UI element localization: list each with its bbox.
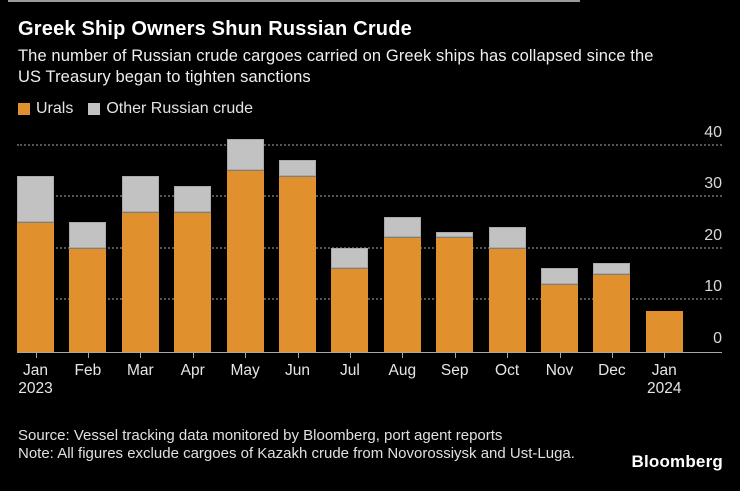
window-edge-artifact (8, 0, 580, 2)
bar-segment-other-russian-crude (226, 139, 264, 172)
x-axis-tick (297, 352, 299, 358)
legend-label: Urals (36, 100, 74, 117)
bar-segment-urals (488, 248, 526, 352)
x-axis-tick (559, 352, 561, 358)
chart-title: Greek Ship Owners Shun Russian Crude (18, 18, 412, 40)
legend-item: Urals (18, 100, 73, 118)
legend-label: Other Russian crude (106, 100, 254, 117)
bar-segment-other-russian-crude (121, 175, 159, 213)
x-axis-label: Jan 2023 (18, 362, 53, 397)
plot-area: 0 10 20 30 40 Jan 2023 Feb Mar Apr May Jun Jul Aug Sep… (17, 124, 722, 397)
bloomberg-logo: Bloomberg (631, 452, 723, 471)
bar-segment-urals (279, 176, 316, 352)
bar-segment-urals (593, 274, 631, 352)
x-axis-tick (402, 352, 404, 358)
bar-segment-urals (17, 223, 54, 352)
bar-segment-other-russian-crude (279, 160, 316, 177)
bar-segment-urals (121, 212, 159, 352)
x-axis-label: Sep (440, 362, 469, 379)
legend: Urals Other Russian crude (18, 100, 253, 118)
note-text: Note: All figures exclude cargoes of Kaz… (18, 444, 575, 462)
y-axis-tick-label: 30 (704, 175, 722, 193)
bar-segment-urals (541, 284, 578, 352)
gridline (17, 298, 722, 301)
x-axis-label: Jan 2024 (647, 362, 682, 397)
bar-segment-urals (331, 269, 369, 352)
bar-segment-other-russian-crude (593, 263, 631, 275)
x-axis-label: Jul (339, 362, 360, 379)
x-axis-tick (35, 352, 37, 358)
bar-segment-urals (174, 212, 212, 352)
x-axis-label: Oct (495, 362, 520, 379)
x-axis-tick (454, 352, 456, 358)
footer: Source: Vessel tracking data monitored b… (18, 427, 575, 462)
y-axis-tick-label: 20 (704, 226, 722, 244)
x-axis-tick (192, 352, 194, 358)
y-axis-tick-label: 0 (713, 330, 722, 347)
bar-segment-other-russian-crude (69, 222, 107, 249)
bar-segment-other-russian-crude (17, 175, 54, 223)
bar-segment-urals (645, 310, 683, 352)
chart-subtitle: The number of Russian crude cargoes carr… (18, 47, 654, 86)
source-text: Source: Vessel tracking data monitored b… (18, 427, 503, 444)
gridline (17, 195, 722, 198)
x-axis-tick (245, 352, 247, 358)
x-axis-label: Nov (545, 362, 574, 379)
bar-segment-other-russian-crude (541, 268, 578, 285)
legend-item: Other Russian crude (88, 100, 253, 118)
bar-segment-urals (226, 171, 264, 352)
x-axis-label: Aug (388, 362, 417, 379)
x-axis-label: Jun (285, 362, 310, 379)
y-axis-tick-label: 10 (704, 278, 722, 296)
bar-segment-urals (383, 238, 421, 352)
x-axis-label: May (230, 362, 260, 379)
x-axis-tick (507, 352, 509, 358)
legend-swatch-icon (88, 103, 101, 115)
x-axis-tick (664, 352, 666, 358)
x-axis-label: Apr (180, 362, 205, 379)
x-axis-label: Feb (74, 362, 102, 379)
bar-segment-other-russian-crude (383, 216, 421, 239)
x-axis-line (17, 352, 722, 353)
legend-swatch-icon (18, 103, 30, 115)
y-axis-tick-label: 40 (704, 123, 722, 141)
x-axis-label: Dec (598, 362, 626, 379)
bar-segment-other-russian-crude (174, 185, 212, 213)
bar-segment-urals (69, 248, 107, 352)
gridline (17, 143, 722, 146)
x-axis-tick (349, 352, 351, 358)
gridline (17, 246, 722, 249)
x-axis-tick (140, 352, 142, 358)
bar-segment-other-russian-crude (436, 232, 474, 239)
x-axis-label: Mar (126, 362, 154, 379)
x-axis-tick (611, 352, 613, 358)
bar-segment-other-russian-crude (488, 227, 526, 249)
bar-segment-other-russian-crude (331, 247, 369, 270)
bar-segment-urals (436, 238, 474, 352)
x-axis-tick (87, 352, 89, 358)
